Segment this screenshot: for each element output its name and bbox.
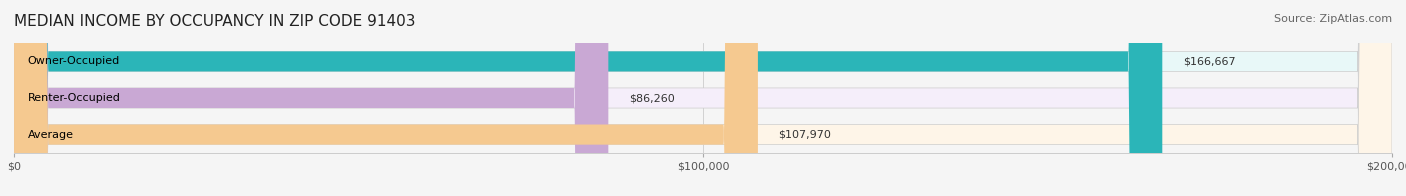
FancyBboxPatch shape [14, 0, 1163, 196]
Text: $107,970: $107,970 [779, 130, 831, 140]
FancyBboxPatch shape [14, 0, 1392, 196]
Text: Renter-Occupied: Renter-Occupied [28, 93, 121, 103]
Text: $166,667: $166,667 [1182, 56, 1236, 66]
Text: Average: Average [28, 130, 75, 140]
FancyBboxPatch shape [14, 0, 758, 196]
FancyBboxPatch shape [14, 0, 1392, 196]
Text: MEDIAN INCOME BY OCCUPANCY IN ZIP CODE 91403: MEDIAN INCOME BY OCCUPANCY IN ZIP CODE 9… [14, 14, 416, 29]
Text: $86,260: $86,260 [628, 93, 675, 103]
FancyBboxPatch shape [14, 0, 1392, 196]
Text: Source: ZipAtlas.com: Source: ZipAtlas.com [1274, 14, 1392, 24]
FancyBboxPatch shape [14, 0, 609, 196]
Text: Owner-Occupied: Owner-Occupied [28, 56, 120, 66]
